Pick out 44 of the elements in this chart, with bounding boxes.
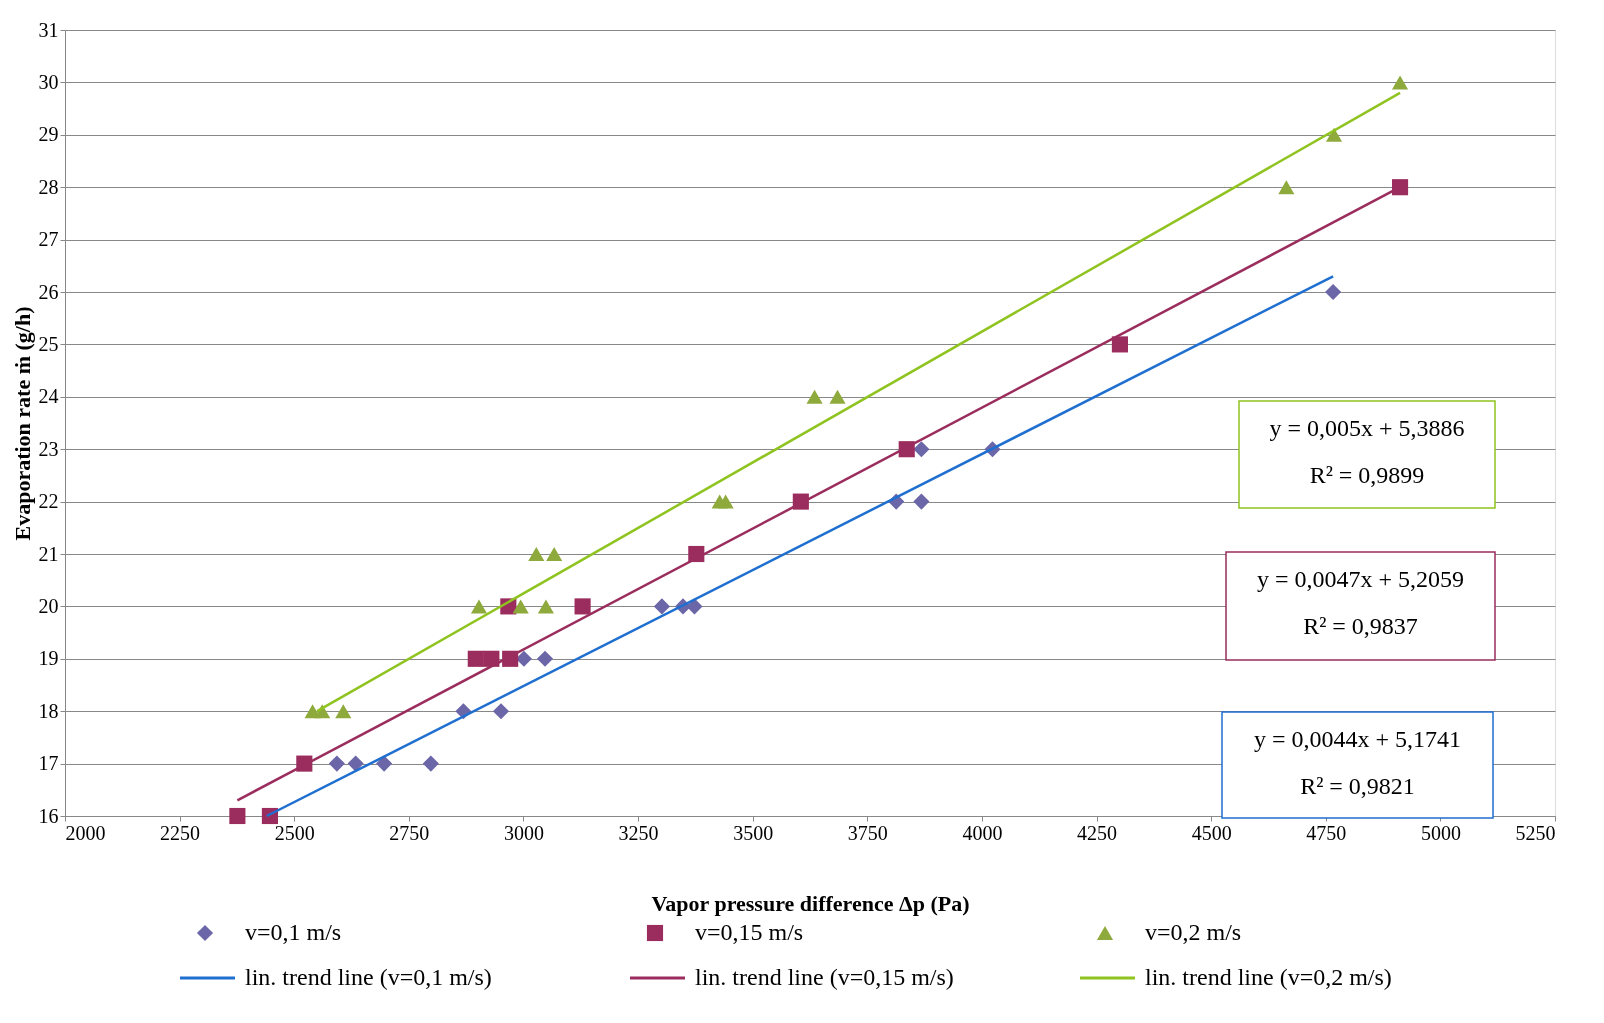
y-tick-label: 17 xyxy=(38,752,59,775)
legend-label: v=0,1 m/s xyxy=(245,919,342,945)
x-tick-label: 2000 xyxy=(65,821,106,844)
x-tick-label: 5000 xyxy=(1420,821,1461,844)
y-tick-label: 23 xyxy=(38,437,59,460)
y-tick-label: 20 xyxy=(38,594,59,617)
annotation: y = 0,0047x + 5,2059 xyxy=(1256,566,1465,592)
legend-label: v=0,2 m/s xyxy=(1145,919,1242,945)
annotation: y = 0,005x + 5,3886 xyxy=(1269,415,1465,441)
y-tick-label: 24 xyxy=(38,385,59,408)
y-tick-label: 18 xyxy=(38,699,59,722)
y-tick-label: 16 xyxy=(38,804,59,827)
x-tick-label: 4250 xyxy=(1077,821,1118,844)
y-tick-label: 26 xyxy=(38,280,59,303)
y-tick-label: 25 xyxy=(38,332,59,355)
legend-label: lin. trend line (v=0,2 m/s) xyxy=(1145,964,1392,990)
annotation: R² = 0,9899 xyxy=(1309,462,1425,488)
x-tick-label: 3000 xyxy=(503,821,544,844)
x-tick-label: 3750 xyxy=(847,821,888,844)
x-tick-label: 5250 xyxy=(1515,821,1556,844)
y-tick-label: 29 xyxy=(38,123,59,146)
y-tick-label: 22 xyxy=(38,490,59,513)
y-tick-label: 19 xyxy=(38,647,59,670)
legend-label: v=0,15 m/s xyxy=(695,919,804,945)
legend-label: lin. trend line (v=0,15 m/s) xyxy=(695,964,954,990)
x-axis-title: Vapor pressure difference Δp (Pa) xyxy=(651,890,970,916)
annotation: R² = 0,9821 xyxy=(1300,773,1415,799)
x-tick-label: 2250 xyxy=(160,821,201,844)
y-axis-title: Evaporation rate ṁ (g/h) xyxy=(9,306,35,541)
legend-label: lin. trend line (v=0,1 m/s) xyxy=(245,964,492,990)
annotation: R² = 0,9837 xyxy=(1303,613,1418,639)
x-tick-label: 2750 xyxy=(389,821,430,844)
x-tick-label: 3250 xyxy=(618,821,659,844)
x-tick-label: 4000 xyxy=(962,821,1003,844)
y-tick-label: 30 xyxy=(38,70,59,93)
x-tick-label: 3500 xyxy=(733,821,774,844)
y-tick-label: 31 xyxy=(38,18,59,41)
y-tick-label: 28 xyxy=(38,175,59,198)
x-tick-label: 2500 xyxy=(274,821,315,844)
y-tick-label: 27 xyxy=(38,228,59,251)
x-tick-label: 4750 xyxy=(1306,821,1347,844)
y-tick-label: 21 xyxy=(38,542,59,565)
annotation: y = 0,0044x + 5,1741 xyxy=(1253,726,1462,752)
x-tick-label: 4500 xyxy=(1191,821,1232,844)
